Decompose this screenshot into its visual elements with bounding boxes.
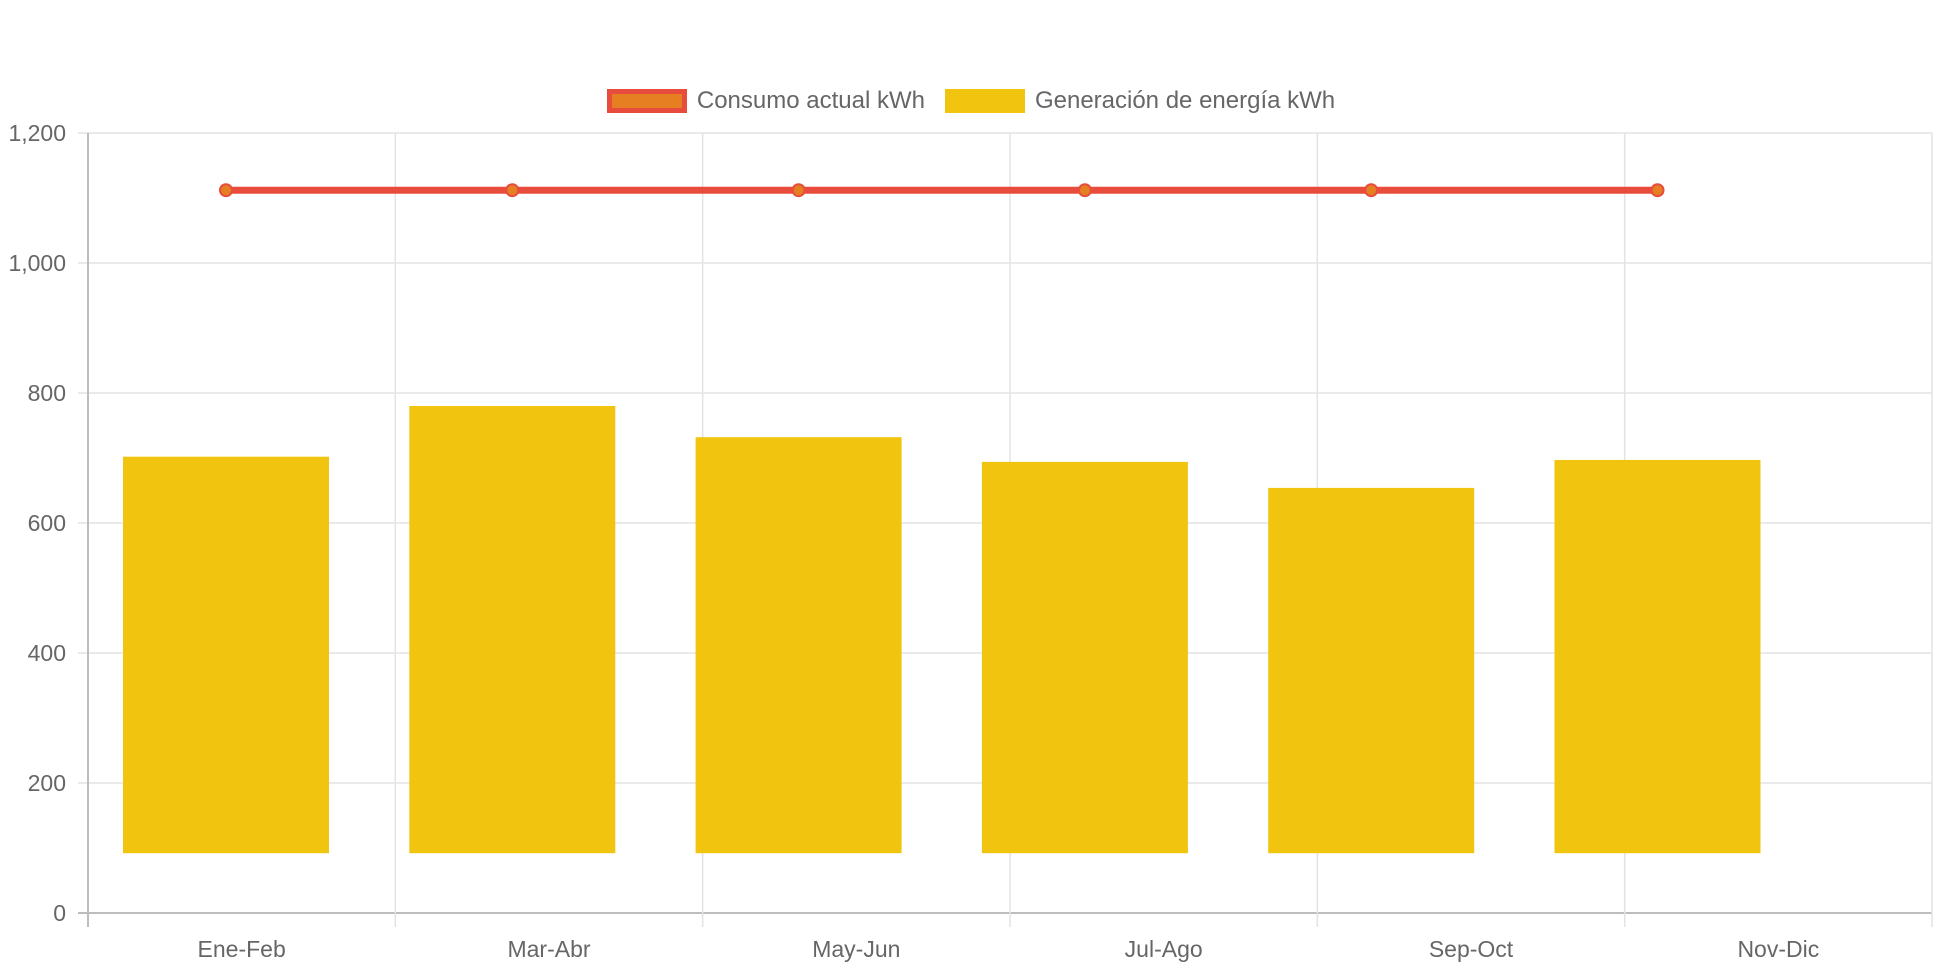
y-tick-label: 0	[53, 900, 66, 926]
x-axis: Ene-Feb Mar-Abr May-Jun Jul-Ago Sep-Oct Nov-D…	[198, 936, 1820, 962]
line-point-nov-dic	[1650, 183, 1665, 198]
bar-jul-ago	[981, 461, 1188, 854]
x-tick-label: May-Jun	[812, 936, 900, 962]
x-tick-label: Ene-Feb	[198, 936, 286, 962]
line-point-may-jun	[791, 183, 806, 198]
line-point-ene-feb	[219, 183, 233, 198]
line-point-mar-abr	[505, 183, 520, 198]
x-tick-label: Jul-Ago	[1125, 936, 1203, 962]
legend-label-generacion: Generación de energía kWh	[1034, 87, 1336, 114]
y-tick-label: 400	[28, 640, 66, 666]
bar-sep-oct	[1268, 487, 1475, 854]
bar-ene-feb	[123, 456, 329, 854]
x-tick-label: Mar-Abr	[507, 936, 590, 962]
bar-series-generacion	[123, 406, 1761, 854]
bar-may-jun	[695, 437, 902, 854]
legend-item-generacion[interactable]: Generación de energía kWh	[944, 87, 1336, 115]
legend-swatch-consumo	[606, 89, 687, 113]
y-axis: 0 200 400 600 800 1,000 1,200	[8, 120, 66, 926]
bar-mar-abr	[409, 406, 616, 854]
y-tick-label: 800	[28, 380, 66, 406]
x-tick-label: Nov-Dic	[1737, 936, 1819, 962]
x-tick-label: Sep-Oct	[1429, 936, 1514, 962]
y-tick-label: 600	[28, 510, 66, 536]
line-series-consumo	[219, 183, 1665, 198]
bar-nov-dic	[1554, 459, 1761, 854]
y-tick-label: 1,200	[8, 120, 66, 146]
line-point-jul-ago	[1077, 183, 1092, 198]
legend-swatch-generacion	[944, 89, 1025, 113]
legend-label-consumo: Consumo actual kWh	[696, 87, 925, 114]
chart-legend: Consumo actual kWh Generación de energía…	[0, 84, 1942, 118]
y-tick-label: 200	[28, 770, 66, 796]
y-tick-label: 1,000	[8, 250, 66, 276]
legend-item-consumo[interactable]: Consumo actual kWh	[606, 87, 925, 115]
line-point-sep-oct	[1364, 183, 1379, 198]
